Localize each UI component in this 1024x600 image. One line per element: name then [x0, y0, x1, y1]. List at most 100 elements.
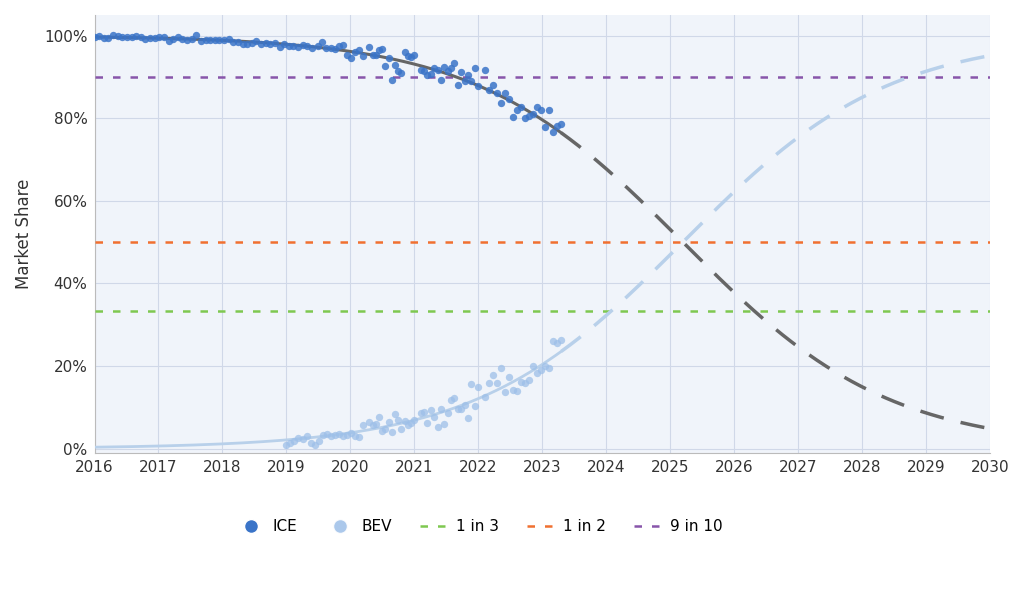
Point — [509, 105, 525, 115]
Point — [429, 422, 445, 432]
Point — [402, 418, 419, 428]
Point — [439, 66, 456, 76]
Point — [216, 35, 232, 45]
Point — [207, 35, 223, 44]
Point — [407, 50, 423, 60]
Point — [532, 365, 549, 375]
Point — [335, 431, 351, 440]
Point — [463, 77, 479, 86]
Point — [371, 412, 387, 422]
Point — [343, 53, 359, 63]
Point — [142, 33, 159, 43]
Point — [262, 40, 279, 49]
Point — [335, 40, 351, 50]
Point — [179, 35, 196, 44]
Point — [302, 439, 318, 448]
Point — [436, 419, 453, 429]
Point — [521, 376, 538, 385]
Point — [146, 33, 163, 43]
Point — [253, 39, 269, 49]
Point — [517, 379, 534, 388]
Point — [314, 430, 331, 440]
Point — [114, 32, 130, 42]
Point — [257, 38, 273, 47]
Point — [537, 122, 553, 132]
Point — [453, 68, 469, 77]
Point — [484, 370, 501, 380]
Point — [517, 113, 534, 122]
Point — [509, 386, 525, 395]
Point — [323, 43, 339, 53]
Point — [505, 385, 521, 395]
Point — [86, 32, 102, 42]
Point — [387, 409, 403, 419]
Point — [202, 35, 218, 44]
Point — [281, 41, 297, 51]
Point — [460, 413, 476, 423]
Point — [377, 61, 393, 71]
Point — [549, 338, 565, 348]
Point — [368, 50, 384, 60]
Point — [446, 393, 463, 403]
Point — [505, 112, 521, 121]
Point — [446, 58, 463, 68]
Point — [198, 35, 214, 45]
Point — [480, 85, 497, 95]
Point — [170, 32, 186, 41]
Point — [290, 42, 306, 52]
Point — [351, 433, 368, 442]
Point — [248, 37, 264, 46]
Point — [229, 37, 246, 47]
Point — [426, 63, 442, 73]
Point — [413, 408, 429, 418]
Point — [351, 45, 368, 55]
Point — [553, 119, 569, 129]
Point — [532, 106, 549, 115]
Point — [119, 32, 135, 42]
Point — [279, 440, 295, 450]
Point — [361, 417, 378, 427]
Point — [287, 436, 303, 445]
Point — [165, 34, 181, 44]
Point — [174, 35, 190, 44]
Point — [436, 62, 453, 71]
Point — [384, 427, 400, 437]
Point — [295, 41, 311, 50]
Point — [450, 80, 466, 90]
Point — [497, 388, 513, 397]
Point — [553, 335, 569, 344]
Point — [193, 36, 209, 46]
Point — [423, 69, 439, 79]
Point — [368, 419, 384, 429]
Point — [384, 75, 400, 85]
Point — [396, 47, 413, 57]
Point — [443, 63, 460, 73]
Point — [470, 82, 486, 91]
Point — [493, 363, 509, 373]
Point — [497, 88, 513, 98]
Point — [298, 431, 314, 440]
Legend: ICE, BEV, 1 in 3, 1 in 2, 9 in 10: ICE, BEV, 1 in 3, 1 in 2, 9 in 10 — [229, 513, 729, 540]
Point — [161, 36, 177, 46]
Point — [513, 377, 529, 386]
Point — [128, 31, 144, 41]
Point — [433, 404, 450, 414]
Point — [100, 33, 117, 43]
Point — [476, 65, 493, 75]
Point — [183, 34, 200, 43]
Point — [439, 409, 456, 418]
Point — [457, 400, 473, 410]
Point — [347, 47, 364, 57]
Point — [276, 40, 293, 49]
Point — [525, 109, 542, 119]
Point — [429, 65, 445, 75]
Point — [390, 67, 407, 76]
Point — [419, 418, 435, 428]
Point — [470, 382, 486, 392]
Point — [549, 121, 565, 131]
Point — [501, 373, 517, 382]
Point — [347, 431, 364, 441]
Point — [545, 337, 561, 346]
Point — [239, 39, 255, 49]
Point — [110, 31, 126, 40]
